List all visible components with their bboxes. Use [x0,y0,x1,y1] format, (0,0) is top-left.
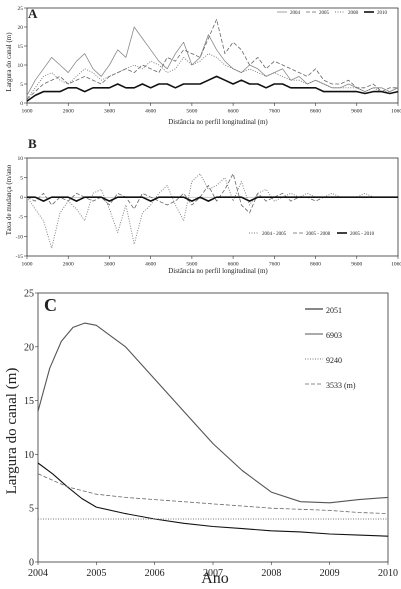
panel-c-plot: 2004 2005 2006 2007 2008 2009 2010 0 5 10 15 20 25 20… [24,289,398,580]
y-tick-label: 5 [29,504,34,515]
legend-label: 2005 [319,11,330,16]
series-line-2 [37,322,389,504]
x-tick-label: 4600 [145,262,156,268]
y-tick-label: -15 [16,254,24,260]
series-line-2 [26,19,398,100]
panel-a-xlabel: Distância no perfil longitudinal (m) [168,118,268,126]
x-tick-label: 3600 [104,262,115,268]
panel-c: C Largura do canal (m) Ano 2004 2005 2006 2… [4,289,398,588]
panel-b-plot: 1600 2600 3600 4600 5600 6600 7600 8600 9600 1060… [16,156,401,268]
x-tick-label: 7600 [269,109,280,115]
x-tick-label: 9600 [351,109,362,115]
panel-b: B Taxa de mudança (m/ano Distância no pe… [5,136,401,275]
series-line-3 [27,196,398,202]
panel-b-xlabel: Distância no perfil longitudinal (m) [168,267,268,275]
y-tick-label: 0 [20,195,23,201]
panel-c-ylabel: Largura do canal (m) [4,368,20,495]
legend-label: 6903 [326,331,342,340]
plot-frame [26,7,399,104]
panel-a: A Largura do canal (m) Distância no perf… [5,6,401,126]
y-tick-label: 10 [18,63,24,69]
series-line-4 [37,473,389,514]
x-tick-label: 2010 [378,568,398,579]
y-tick-label: 5 [20,176,23,182]
series-line-1 [37,462,389,537]
series-line-2 [26,173,398,214]
legend-label: 2005 - 2010 [350,232,375,237]
x-tick-label: 2600 [63,262,74,268]
y-tick-label: 0 [29,558,34,569]
legend-label: 9240 [326,356,342,365]
legend-label: 2051 [326,306,342,315]
legend-label: 2008 [348,11,359,16]
y-tick-label: 20 [24,342,34,353]
panel-a-plot: 1600 2600 3600 4600 5600 6600 7600 8600 9600 106 0… [18,6,401,115]
x-tick-label: 2004 [28,568,48,579]
series-line-3 [26,53,399,100]
legend-label: 2004 [290,11,301,16]
series-line-4 [26,75,399,102]
x-tick-label: 2007 [203,568,223,579]
y-tick-label: 0 [20,101,23,107]
legend-label: 2004 - 2005 [262,232,287,237]
panel-b-letter: B [28,136,37,151]
panel-c-xlabel: Ano [201,570,229,587]
plot-frame [26,157,399,257]
y-tick-label: -10 [16,234,24,240]
x-tick-label: 8600 [310,109,321,115]
x-tick-label: 1600 [22,262,33,268]
x-tick-label: 2009 [320,568,340,579]
y-tick-label: 25 [24,289,34,300]
x-tick-label: 2008 [261,568,281,579]
y-tick-label: 10 [24,450,34,461]
y-tick-label: 10 [18,156,24,162]
y-tick-label: -5 [18,215,23,221]
x-tick-label: 2005 [86,568,106,579]
x-tick-label: 5600 [186,109,197,115]
x-tick-label: 5600 [186,262,197,268]
x-tick-label: 10600 [391,109,401,115]
x-tick-label: 4600 [145,109,156,115]
legend-label: 2010 [377,11,388,16]
series-line-1 [26,26,399,96]
x-tick-label: 7600 [269,262,280,268]
legend-label: 3533 (m) [326,381,356,390]
panel-a-ylabel: Largura do canal (m) [5,32,13,92]
y-tick-label: 15 [24,396,34,407]
panel-b-ylabel: Taxa de mudança (m/ano [5,164,13,235]
y-tick-label: 5 [20,82,23,88]
y-tick-label: 20 [18,25,24,31]
series-line-1 [26,173,398,249]
panel-c-letter: C [44,295,57,315]
x-tick-label: 10600 [391,262,401,268]
x-tick-label: 2600 [63,109,74,115]
y-tick-label: 15 [18,44,24,50]
x-tick-label: 3600 [104,109,115,115]
x-tick-label: 6600 [228,109,239,115]
panel-a-letter: A [28,6,38,21]
x-tick-label: 1600 [22,109,33,115]
x-tick-label: 9600 [351,262,362,268]
x-tick-label: 2006 [145,568,165,579]
x-tick-label: 6600 [228,262,239,268]
legend-label: 2005 - 2008 [306,232,331,237]
y-tick-label: 25 [18,6,24,12]
x-tick-label: 8600 [310,262,321,268]
